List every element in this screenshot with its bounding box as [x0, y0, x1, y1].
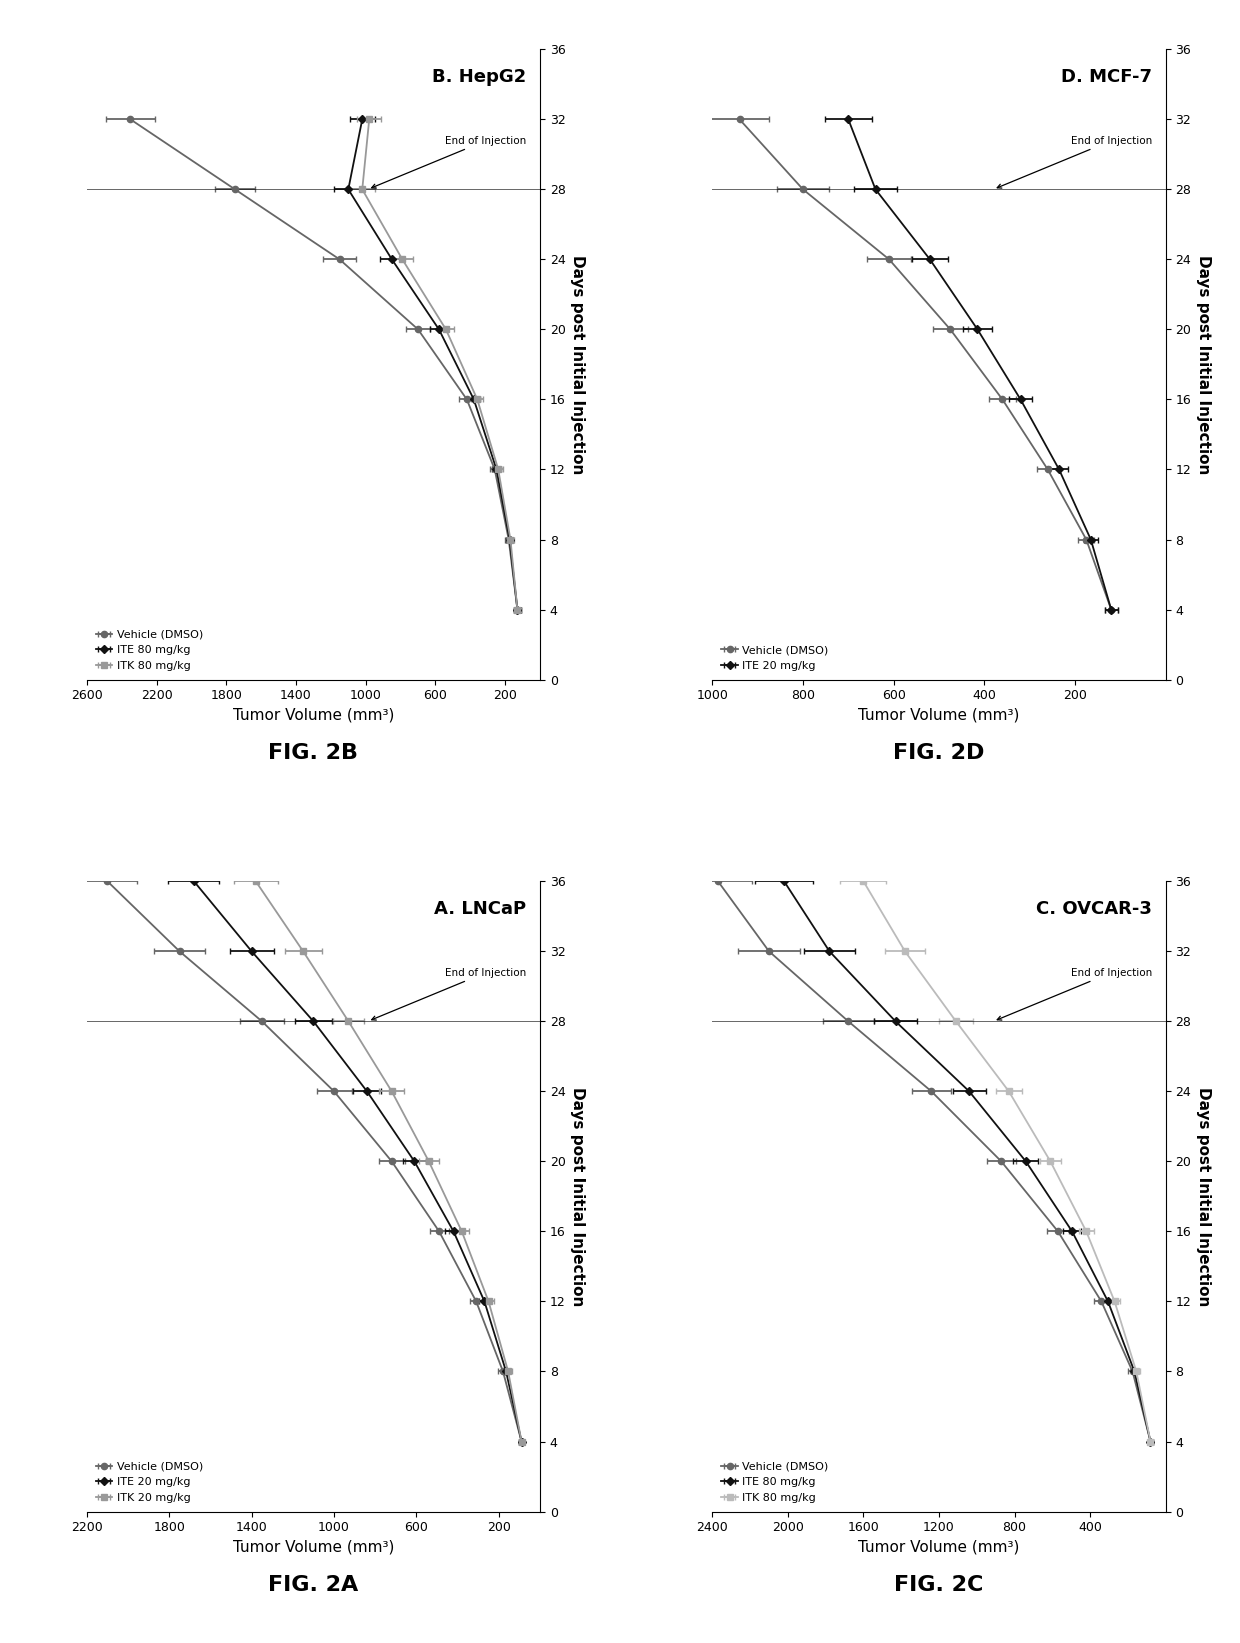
Text: B. HepG2: B. HepG2	[433, 69, 527, 85]
Legend: Vehicle (DMSO), ITE 20 mg/kg: Vehicle (DMSO), ITE 20 mg/kg	[718, 642, 832, 674]
Legend: Vehicle (DMSO), ITE 80 mg/kg, ITK 80 mg/kg: Vehicle (DMSO), ITE 80 mg/kg, ITK 80 mg/…	[718, 1459, 832, 1507]
Text: FIG. 2D: FIG. 2D	[893, 743, 985, 762]
Y-axis label: Days post Initial Injection: Days post Initial Injection	[1195, 1086, 1210, 1306]
X-axis label: Tumor Volume (mm³): Tumor Volume (mm³)	[858, 1539, 1019, 1554]
Text: End of Injection: End of Injection	[997, 968, 1152, 1020]
Text: A. LNCaP: A. LNCaP	[434, 900, 527, 918]
Text: End of Injection: End of Injection	[997, 136, 1152, 187]
Text: FIG. 2A: FIG. 2A	[268, 1574, 358, 1595]
Text: C. OVCAR-3: C. OVCAR-3	[1037, 900, 1152, 918]
Y-axis label: Days post Initial Injection: Days post Initial Injection	[1195, 255, 1210, 475]
Text: End of Injection: End of Injection	[372, 968, 527, 1020]
Text: FIG. 2C: FIG. 2C	[894, 1574, 983, 1595]
Legend: Vehicle (DMSO), ITE 80 mg/kg, ITK 80 mg/kg: Vehicle (DMSO), ITE 80 mg/kg, ITK 80 mg/…	[92, 626, 206, 674]
Legend: Vehicle (DMSO), ITE 20 mg/kg, ITK 20 mg/kg: Vehicle (DMSO), ITE 20 mg/kg, ITK 20 mg/…	[92, 1459, 206, 1507]
X-axis label: Tumor Volume (mm³): Tumor Volume (mm³)	[233, 708, 394, 723]
Y-axis label: Days post Initial Injection: Days post Initial Injection	[570, 1086, 585, 1306]
Y-axis label: Days post Initial Injection: Days post Initial Injection	[570, 255, 585, 475]
X-axis label: Tumor Volume (mm³): Tumor Volume (mm³)	[858, 708, 1019, 723]
Text: D. MCF-7: D. MCF-7	[1061, 69, 1152, 85]
Text: FIG. 2B: FIG. 2B	[268, 743, 358, 762]
Text: End of Injection: End of Injection	[372, 136, 527, 187]
X-axis label: Tumor Volume (mm³): Tumor Volume (mm³)	[233, 1539, 394, 1554]
